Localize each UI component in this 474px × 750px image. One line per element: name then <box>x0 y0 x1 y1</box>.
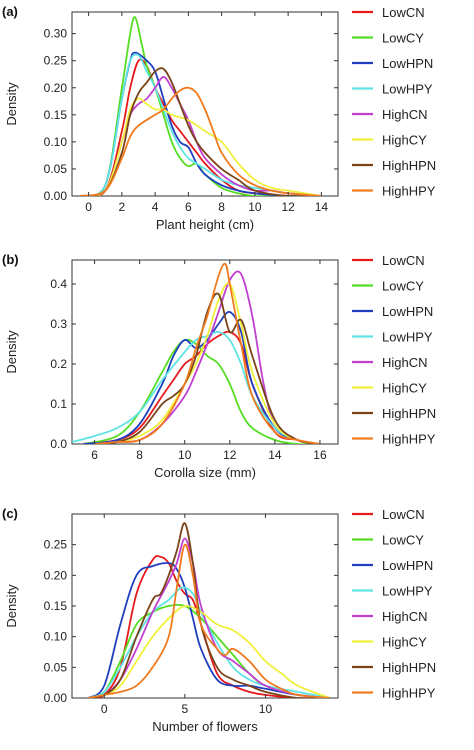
x-tick-label: 12 <box>281 200 295 214</box>
legend-label-HighCY: HighCY <box>382 635 427 650</box>
chart-panel-a: (a) 0 2 4 6 8 10 12 14 0.00 0.05 0.10 0.15 0.20 0.25 0.… <box>2 4 436 232</box>
series-line-HighHPY <box>94 262 321 444</box>
y-axis-label: Density <box>4 82 19 126</box>
y-tick-label: 0.20 <box>44 568 68 582</box>
legend-label-LowHPY: LowHPY <box>382 584 433 599</box>
series-line-LowCY <box>79 16 322 196</box>
x-tick-label: 10 <box>248 200 262 214</box>
legend-label-LowCY: LowCY <box>382 279 424 294</box>
y-tick-label: 0.00 <box>44 189 68 203</box>
x-tick-label: 4 <box>152 200 159 214</box>
x-tick-label: 16 <box>313 448 327 462</box>
plot-frame <box>71 513 339 699</box>
plot-frame <box>71 259 339 445</box>
series-line-HighCN <box>94 270 321 444</box>
x-tick-label: 8 <box>136 448 143 462</box>
legend-label-HighCN: HighCN <box>382 355 428 370</box>
legend: LowCN LowCY LowHPN LowHPY HighCN HighCY HighHP… <box>352 507 436 701</box>
legend-label-HighCY: HighCY <box>382 381 427 396</box>
series-group <box>79 16 322 196</box>
series-group <box>87 522 331 698</box>
y-tick-label: 0.0 <box>50 437 67 451</box>
legend-label-HighCY: HighCY <box>382 133 427 148</box>
y-tick-label: 0.1 <box>50 397 67 411</box>
legend-label-HighHPN: HighHPN <box>382 406 436 421</box>
series-line-HighCN <box>87 537 330 698</box>
series-line-LowHPY <box>79 53 322 196</box>
y-tick-label: 0.30 <box>44 27 68 41</box>
legend-label-LowCY: LowCY <box>382 31 424 46</box>
y-tick-label: 0.4 <box>50 277 67 291</box>
series-line-HighHPN <box>87 522 330 698</box>
y-tick-label: 0.05 <box>44 162 68 176</box>
y-tick-label: 0.05 <box>44 660 68 674</box>
legend-label-LowHPY: LowHPY <box>382 82 433 97</box>
series-line-HighHPN <box>80 67 322 196</box>
x-tick-label: 12 <box>223 448 237 462</box>
legend-label-HighHPY: HighHPY <box>382 686 436 701</box>
x-tick-label: 10 <box>259 702 273 716</box>
series-line-LowHPN <box>83 311 321 444</box>
legend: LowCN LowCY LowHPN LowHPY HighCN HighCY HighHP… <box>352 5 436 199</box>
y-axis-label: Density <box>4 330 19 374</box>
x-tick-label: 6 <box>185 200 192 214</box>
legend-label-LowCN: LowCN <box>382 253 425 268</box>
legend-label-LowHPY: LowHPY <box>382 330 433 345</box>
series-line-LowHPY <box>87 586 331 698</box>
y-axis-label: Density <box>4 584 19 628</box>
legend-label-HighHPN: HighHPN <box>382 158 436 173</box>
legend-label-HighCN: HighCN <box>382 609 428 624</box>
legend-label-LowHPN: LowHPN <box>382 304 433 319</box>
plot-frame <box>71 11 339 197</box>
series-line-LowCN <box>87 555 330 698</box>
y-tick-label: 0.2 <box>50 357 67 371</box>
x-tick-label: 8 <box>218 200 225 214</box>
series-line-LowCY <box>83 338 320 444</box>
y-tick-label: 0.25 <box>44 54 68 68</box>
series-line-HighHPN <box>94 292 321 444</box>
x-tick-label: 0 <box>101 702 108 716</box>
legend-label-LowCN: LowCN <box>382 507 425 522</box>
y-tick-label: 0.20 <box>44 81 68 95</box>
x-tick-label: 14 <box>315 200 329 214</box>
legend: LowCN LowCY LowHPN LowHPY HighCN HighCY HighHP… <box>352 253 436 447</box>
x-axis-label: Corolla size (mm) <box>154 465 256 480</box>
legend-label-LowCY: LowCY <box>382 533 424 548</box>
panel-label: (b) <box>2 252 19 267</box>
chart-panel-c: (c) 0 5 10 0.00 0.05 0.10 0.15 0.20 0.25 Number of… <box>2 506 436 734</box>
x-tick-label: 5 <box>182 702 189 716</box>
y-tick-label: 0.15 <box>44 108 68 122</box>
y-tick-label: 0.25 <box>44 538 68 552</box>
legend-label-HighHPN: HighHPN <box>382 660 436 675</box>
x-axis-label: Plant height (cm) <box>156 217 254 232</box>
x-tick-label: 0 <box>85 200 92 214</box>
series-line-HighHPY <box>87 543 330 698</box>
legend-label-LowHPN: LowHPN <box>382 56 433 71</box>
series-group <box>72 262 321 444</box>
y-tick-label: 0.15 <box>44 599 68 613</box>
x-tick-label: 10 <box>178 448 192 462</box>
series-line-HighCY <box>94 282 321 444</box>
x-tick-label: 14 <box>268 448 282 462</box>
y-tick-label: 0.3 <box>50 317 67 331</box>
x-axis-label: Number of flowers <box>152 719 258 734</box>
x-tick-label: 6 <box>91 448 98 462</box>
series-line-HighCY <box>80 97 322 196</box>
series-line-LowHPN <box>87 562 330 698</box>
y-tick-label: 0.10 <box>44 135 68 149</box>
legend-label-HighHPY: HighHPY <box>382 184 436 199</box>
y-tick-label: 0.10 <box>44 630 68 644</box>
series-line-HighCY <box>87 604 331 698</box>
panel-label: (a) <box>2 4 18 19</box>
chart-panel-b: (b) 6 8 10 12 14 16 0.0 0.1 0.2 0.3 0.4 Corolla size… <box>2 252 436 480</box>
legend-label-LowHPN: LowHPN <box>382 558 433 573</box>
x-tick-label: 2 <box>119 200 126 214</box>
legend-label-HighHPY: HighHPY <box>382 432 436 447</box>
series-line-HighHPY <box>80 86 322 196</box>
panel-label: (c) <box>2 506 18 521</box>
legend-label-HighCN: HighCN <box>382 107 428 122</box>
y-tick-label: 0.00 <box>44 691 68 705</box>
legend-label-LowCN: LowCN <box>382 5 425 20</box>
